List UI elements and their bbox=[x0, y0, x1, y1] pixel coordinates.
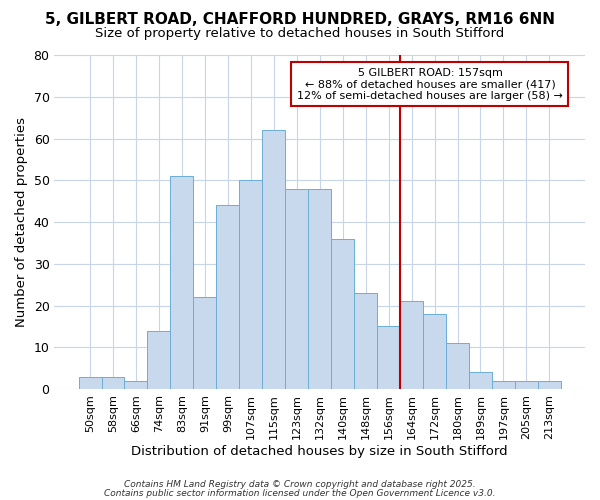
Text: 5, GILBERT ROAD, CHAFFORD HUNDRED, GRAYS, RM16 6NN: 5, GILBERT ROAD, CHAFFORD HUNDRED, GRAYS… bbox=[45, 12, 555, 28]
Text: Contains HM Land Registry data © Crown copyright and database right 2025.: Contains HM Land Registry data © Crown c… bbox=[124, 480, 476, 489]
Text: Contains public sector information licensed under the Open Government Licence v3: Contains public sector information licen… bbox=[104, 490, 496, 498]
Bar bbox=[377, 326, 400, 389]
Bar bbox=[446, 343, 469, 389]
Bar bbox=[101, 376, 124, 389]
Text: 5 GILBERT ROAD: 157sqm
← 88% of detached houses are smaller (417)
12% of semi-de: 5 GILBERT ROAD: 157sqm ← 88% of detached… bbox=[297, 68, 563, 100]
Bar bbox=[124, 380, 148, 389]
Bar bbox=[217, 206, 239, 389]
Bar bbox=[262, 130, 285, 389]
Bar bbox=[469, 372, 492, 389]
Bar bbox=[79, 376, 101, 389]
Bar bbox=[308, 188, 331, 389]
Bar bbox=[331, 238, 354, 389]
Bar bbox=[170, 176, 193, 389]
Y-axis label: Number of detached properties: Number of detached properties bbox=[15, 117, 28, 327]
Text: Size of property relative to detached houses in South Stifford: Size of property relative to detached ho… bbox=[95, 28, 505, 40]
Bar bbox=[515, 380, 538, 389]
Bar bbox=[538, 380, 561, 389]
Bar bbox=[492, 380, 515, 389]
Bar bbox=[239, 180, 262, 389]
Bar bbox=[285, 188, 308, 389]
Bar bbox=[423, 314, 446, 389]
Bar bbox=[193, 297, 217, 389]
X-axis label: Distribution of detached houses by size in South Stifford: Distribution of detached houses by size … bbox=[131, 444, 508, 458]
Bar bbox=[400, 302, 423, 389]
Bar bbox=[354, 293, 377, 389]
Bar bbox=[148, 330, 170, 389]
